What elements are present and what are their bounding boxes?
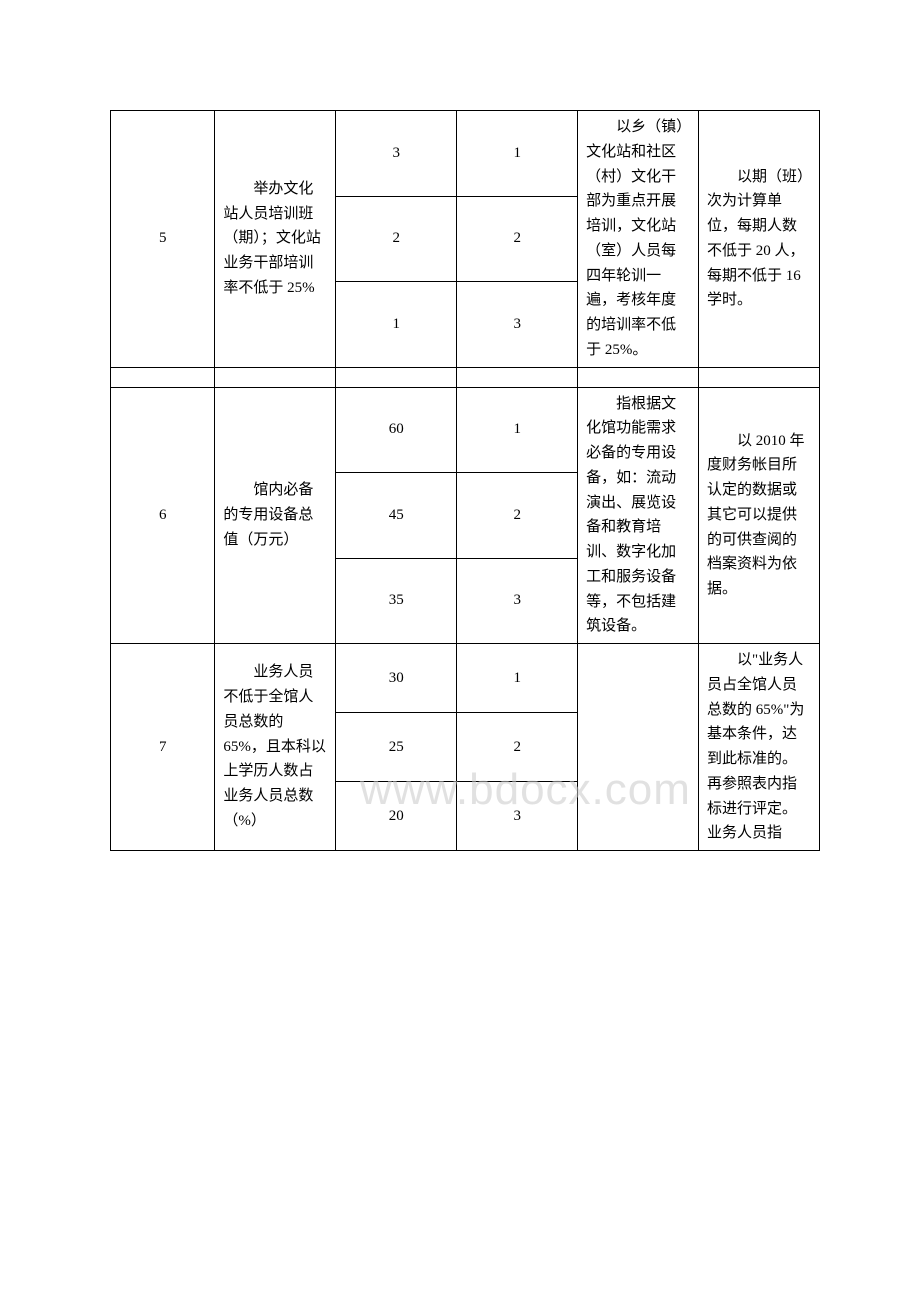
cell-value: 2 — [336, 196, 457, 282]
cell-desc: 馆内必备的专用设备总值（万元） — [215, 387, 336, 644]
cell-value: 1 — [336, 282, 457, 368]
table-row: 6 馆内必备的专用设备总值（万元） 60 1 指根据文化馆功能需求必备的专用设备… — [111, 387, 820, 473]
cell-value: 20 — [336, 782, 457, 851]
page-wrapper: www.bdocx.com 5 举办文化站人员培训班（期）；文化站业务干部培训率… — [110, 110, 820, 851]
evaluation-table: 5 举办文化站人员培训班（期）；文化站业务干部培训率不低于 25% 3 1 以乡… — [110, 110, 820, 851]
cell-note: 以期（班）次为计算单位，每期人数不低于 20 人，每期不低于 16 学时。 — [699, 111, 820, 368]
cell-value: 3 — [457, 282, 578, 368]
cell-value: 3 — [336, 111, 457, 197]
cell-value: 3 — [457, 782, 578, 851]
cell-note — [578, 644, 699, 851]
cell-value: 25 — [336, 713, 457, 782]
cell-index: 6 — [111, 387, 215, 644]
cell-value: 35 — [336, 558, 457, 644]
cell-value: 30 — [336, 644, 457, 713]
cell-value: 1 — [457, 111, 578, 197]
cell-value: 1 — [457, 644, 578, 713]
table-row: 5 举办文化站人员培训班（期）；文化站业务干部培训率不低于 25% 3 1 以乡… — [111, 111, 820, 197]
cell-value: 60 — [336, 387, 457, 473]
cell-note: 以"业务人员占全馆人员总数的 65%"为基本条件，达到此标准的。再参照表内指标进… — [699, 644, 820, 851]
cell-index: 7 — [111, 644, 215, 851]
cell-value: 1 — [457, 387, 578, 473]
cell-note: 指根据文化馆功能需求必备的专用设备，如：流动演出、展览设备和教育培训、数字化加工… — [578, 387, 699, 644]
cell-desc: 业务人员不低于全馆人员总数的 65%，且本科以上学历人数占业务人员总数（%） — [215, 644, 336, 851]
cell-index: 5 — [111, 111, 215, 368]
cell-value: 3 — [457, 558, 578, 644]
cell-value: 2 — [457, 196, 578, 282]
cell-note: 以 2010 年度财务帐目所认定的数据或其它可以提供的可供查阅的档案资料为依据。 — [699, 387, 820, 644]
cell-value: 45 — [336, 473, 457, 559]
cell-desc: 举办文化站人员培训班（期）；文化站业务干部培训率不低于 25% — [215, 111, 336, 368]
cell-note: 以乡（镇）文化站和社区（村）文化干部为重点开展培训，文化站（室）人员每四年轮训一… — [578, 111, 699, 368]
cell-value: 2 — [457, 713, 578, 782]
spacer-row — [111, 367, 820, 387]
cell-value: 2 — [457, 473, 578, 559]
table-row: 7 业务人员不低于全馆人员总数的 65%，且本科以上学历人数占业务人员总数（%）… — [111, 644, 820, 713]
